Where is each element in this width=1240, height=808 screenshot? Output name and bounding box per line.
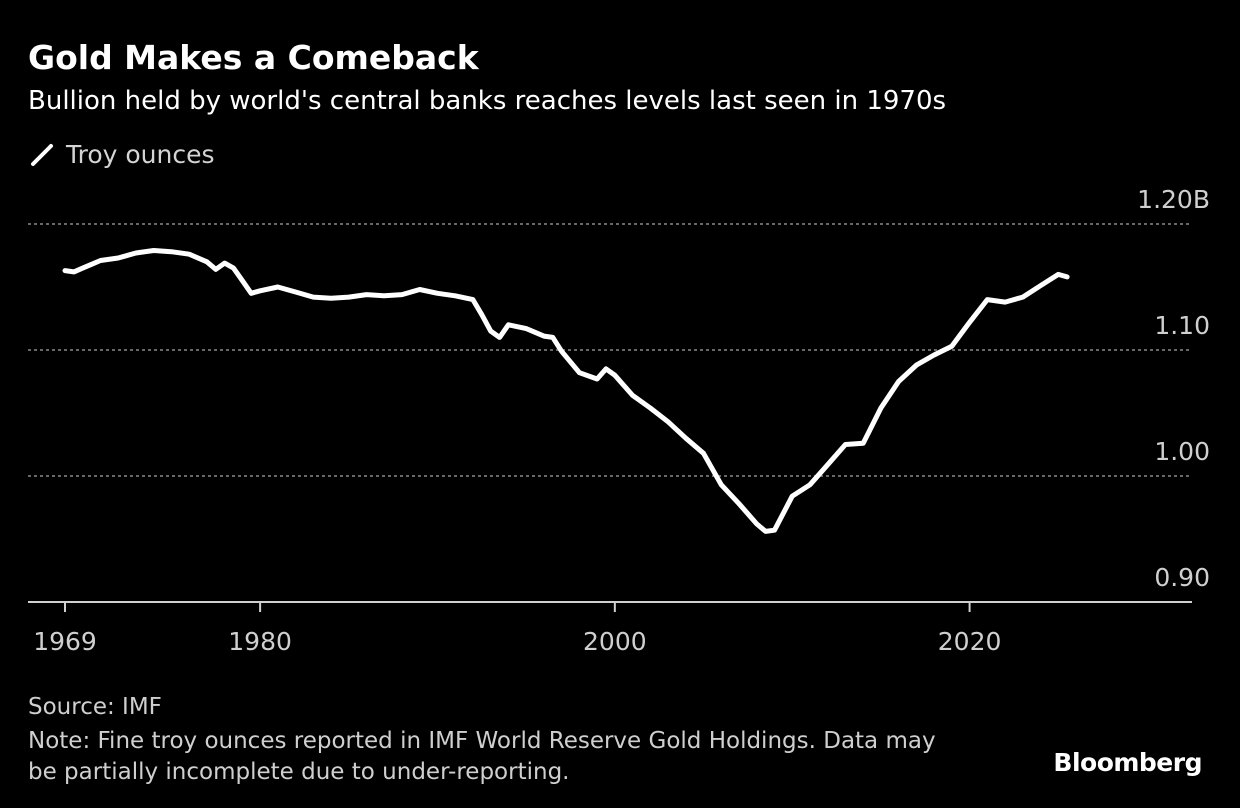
y-tick-label: 1.20B <box>1137 185 1210 214</box>
note-text: Note: Fine troy ounces reported in IMF W… <box>28 728 936 785</box>
x-tick-label: 1980 <box>228 627 292 656</box>
y-axis-labels: 0.90 1.00 1.10 1.20B <box>1137 185 1210 592</box>
x-tick-label: 1969 <box>33 627 97 656</box>
x-axis-ticks <box>64 602 971 612</box>
legend: Troy ounces <box>30 140 215 169</box>
chart-title: Gold Makes a Comeback <box>28 38 479 77</box>
x-axis-labels: 1969 1980 2000 2020 <box>33 627 1001 656</box>
chart-subtitle: Bullion held by world's central banks re… <box>28 86 947 116</box>
gridlines <box>28 223 1192 477</box>
y-tick-label: 1.10 <box>1154 311 1210 340</box>
series-line-troy-ounces <box>62 248 1070 534</box>
y-tick-label: 0.90 <box>1154 563 1210 592</box>
brand-logo: Bloomberg <box>1053 748 1202 777</box>
legend-swatch-icon <box>31 143 53 166</box>
y-tick-label: 1.00 <box>1154 437 1210 466</box>
legend-label: Troy ounces <box>66 140 215 169</box>
x-tick-label: 2020 <box>938 627 1002 656</box>
x-tick-label: 2000 <box>583 627 647 656</box>
source-text: Source: IMF <box>28 694 162 720</box>
